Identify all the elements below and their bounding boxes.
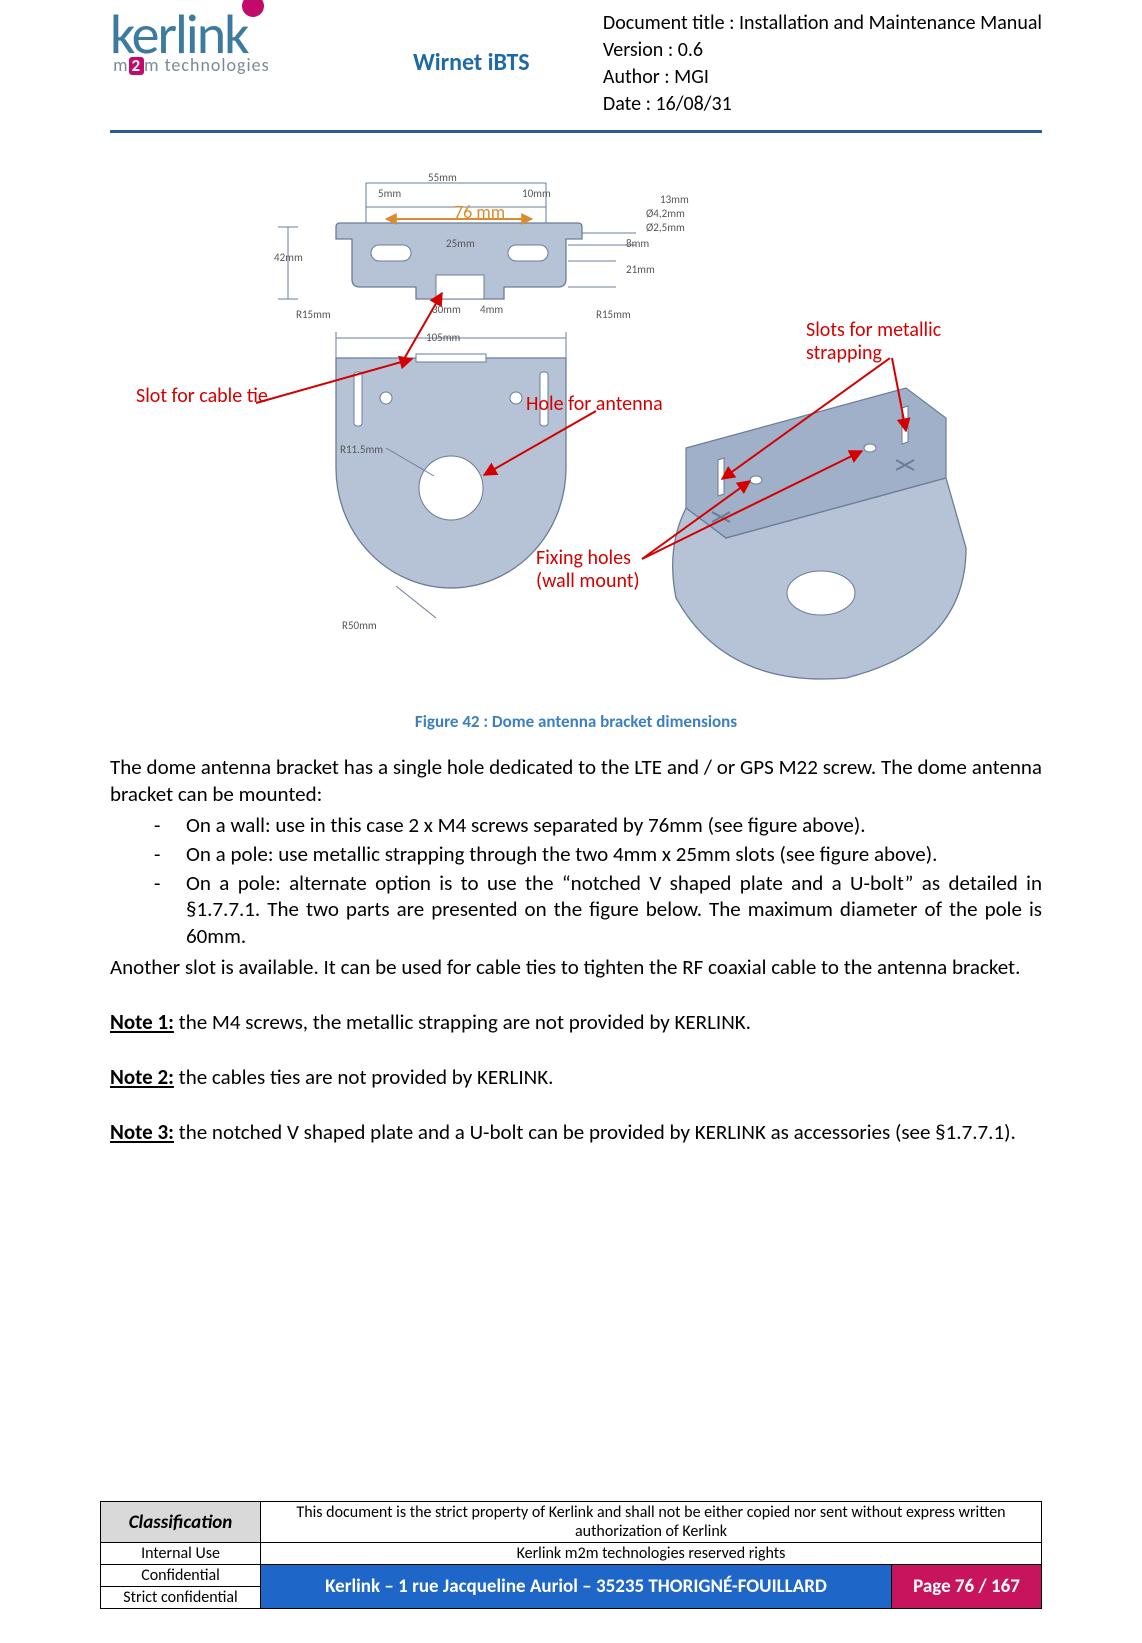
cell-confidential: Confidential [101,1565,261,1587]
para-extra-slot: Another slot is available. It can be use… [110,954,1042,981]
meta-title: Document title : Installation and Mainte… [603,10,1042,37]
dim-8mm: 8mm [626,237,649,250]
dim-13mm: 13mm [660,193,689,206]
dim-55mm: 55mm [428,171,457,184]
header-left: kerlink m2m technologies [110,10,340,76]
dim-21mm: 21mm [626,263,655,276]
callout-fixing-holes: Fixing holes (wall mount) [536,547,640,593]
cell-strict-confidential: Strict confidential [101,1587,261,1609]
cell-classification-label: Classification [101,1502,261,1543]
li-wall: On a wall: use in this case 2 x M4 screw… [154,812,1042,839]
callout-slots-strapping: Slots for metallic strapping [806,319,941,365]
figure-42: 76 mm Slot for cable tie Hole for antenn… [166,163,986,703]
document-footer: Classification This document is the stri… [100,1501,1042,1609]
li-pole-1: On a pole: use metallic strapping throug… [154,841,1042,868]
para-intro: The dome antenna bracket has a single ho… [110,754,1042,808]
dim-76mm: 76 mm [454,201,505,223]
note3-label: Note 3: [110,1119,174,1145]
logo-tagline: m2m technologies [110,54,270,76]
meta-author: Author : MGI [603,64,1042,91]
dim-p25: Ø4,2mm [646,207,685,220]
dim-5mm: 5mm [378,187,401,200]
dim-10mm: 10mm [522,187,551,200]
document-header: kerlink m2m technologies Wirnet iBTS Doc… [110,10,1042,126]
dim-r115: R11.5mm [340,443,383,456]
note3-text: the notched V shaped plate and a U-bolt … [174,1119,1016,1145]
bracket-iso-view [673,388,966,679]
dim-r15b: R15mm [596,308,631,321]
figure-caption: Figure 42 : Dome antenna bracket dimensi… [110,711,1042,732]
footer-table: Classification This document is the stri… [100,1501,1042,1609]
note1-label: Note 1: [110,1009,174,1035]
note-1: Note 1: the M4 screws, the metallic stra… [110,1009,1042,1036]
bracket-front-view [336,332,566,618]
cell-property-notice: This document is the strict property of … [261,1502,1042,1543]
note-3: Note 3: the notched V shaped plate and a… [110,1119,1042,1146]
li-pole-2: On a pole: alternate option is to use th… [154,870,1042,951]
note1-text: the M4 screws, the metallic strapping ar… [174,1009,751,1035]
header-rule [110,130,1042,133]
doc-meta: Document title : Installation and Mainte… [603,10,1042,118]
meta-date: Date : 16/08/31 [603,91,1042,118]
cell-address: Kerlink – 1 rue Jacqueline Auriol – 3523… [261,1565,892,1609]
note-2: Note 2: the cables ties are not provided… [110,1064,1042,1091]
bracket-diagram-svg [166,163,986,703]
cell-reserved-rights: Kerlink m2m technologies reserved rights [261,1543,1042,1565]
dim-r15a: R15mm [296,308,331,321]
dim-30mm: 30mm [432,303,461,316]
dim-42mm: 42mm [274,251,303,264]
dim-105mm: 105mm [426,331,460,344]
dim-4mm: 4mm [480,303,503,316]
callout-hole-antenna: Hole for antenna [526,393,663,416]
dim-r50: R50mm [342,619,377,632]
product-title: Wirnet iBTS [413,48,530,77]
meta-version: Version : 0.6 [603,37,1042,64]
note2-label: Note 2: [110,1064,174,1090]
cell-page-number: Page 76 / 167 [892,1565,1042,1609]
callout-slot-cable-tie: Slot for cable tie [136,385,268,408]
dim-p2: Ø2,5mm [646,221,685,234]
cell-internal-use: Internal Use [101,1543,261,1565]
kerlink-logo: kerlink m2m technologies [110,10,270,76]
body-text: The dome antenna bracket has a single ho… [110,754,1042,1146]
dim-25mm: 25mm [446,237,475,250]
mount-options-list: On a wall: use in this case 2 x M4 screw… [110,812,1042,950]
note2-text: the cables ties are not provided by KERL… [174,1064,554,1090]
